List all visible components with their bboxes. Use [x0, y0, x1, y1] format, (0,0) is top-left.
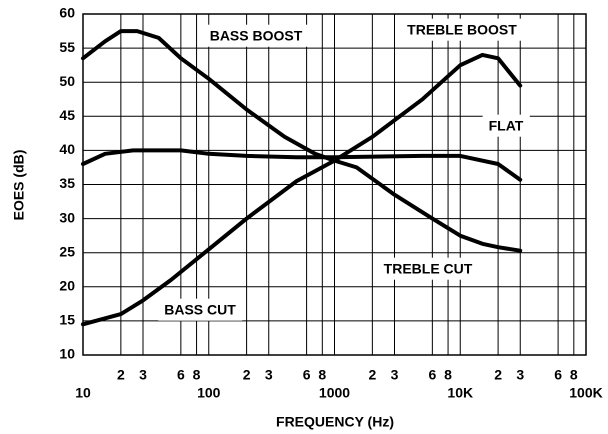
annotation: FLAT	[489, 118, 524, 134]
curve	[81, 148, 523, 182]
y-tick-label: 15	[59, 312, 75, 328]
x-tick-label: 3	[265, 367, 273, 383]
x-tick-label: 2	[368, 367, 376, 383]
y-tick-label: 25	[59, 243, 75, 259]
x-tick-label: 2	[117, 367, 125, 383]
x-tick-label: 8	[318, 367, 326, 383]
annotation-background	[401, 18, 524, 41]
x-tick-label: 6	[554, 367, 562, 383]
x-tick-label: 6	[303, 367, 311, 383]
x-tick-label: 3	[139, 367, 147, 383]
x-tick-label: 6	[428, 367, 436, 383]
y-tick-label: 40	[59, 141, 75, 157]
annotation: BASS BOOST	[210, 28, 303, 44]
x-tick-label: 3	[516, 367, 524, 383]
y-tick-label: 60	[59, 5, 75, 21]
curve	[81, 52, 523, 327]
x-tick-label: 3	[391, 367, 399, 383]
x-axis-label: FREQUENCY (Hz)	[276, 414, 394, 430]
x-tick-label: 2	[243, 367, 251, 383]
curve	[81, 29, 523, 253]
annotation: TREBLE CUT	[384, 261, 473, 277]
x-tick-label: 8	[570, 367, 578, 383]
x-tick-label: 100	[197, 385, 221, 401]
y-axis-label: EOES (dB)	[11, 150, 27, 221]
x-tick-label: 6	[177, 367, 185, 383]
annotation-background	[377, 257, 479, 280]
y-tick-label: 35	[59, 175, 75, 191]
y-tick-label: 20	[59, 278, 75, 294]
x-tick-label: 100K	[569, 385, 602, 401]
y-tick-label: 10	[59, 346, 75, 362]
y-tick-label: 30	[59, 209, 75, 225]
x-tick-label: 1000	[319, 385, 350, 401]
y-tick-label: 45	[59, 107, 75, 123]
x-tick-label: 8	[444, 367, 452, 383]
annotation: BASS CUT	[164, 302, 236, 318]
x-tick-label: 10K	[447, 385, 473, 401]
x-tick-label: 10	[75, 385, 91, 401]
annotation-background	[203, 24, 309, 47]
y-tick-label: 55	[59, 39, 75, 55]
annotation-background	[158, 298, 243, 321]
annotation-background	[482, 114, 530, 137]
y-tick-label: 50	[59, 73, 75, 89]
x-tick-label: 2	[494, 367, 502, 383]
x-tick-label: 8	[193, 367, 201, 383]
annotation: TREBLE BOOST	[407, 22, 517, 38]
